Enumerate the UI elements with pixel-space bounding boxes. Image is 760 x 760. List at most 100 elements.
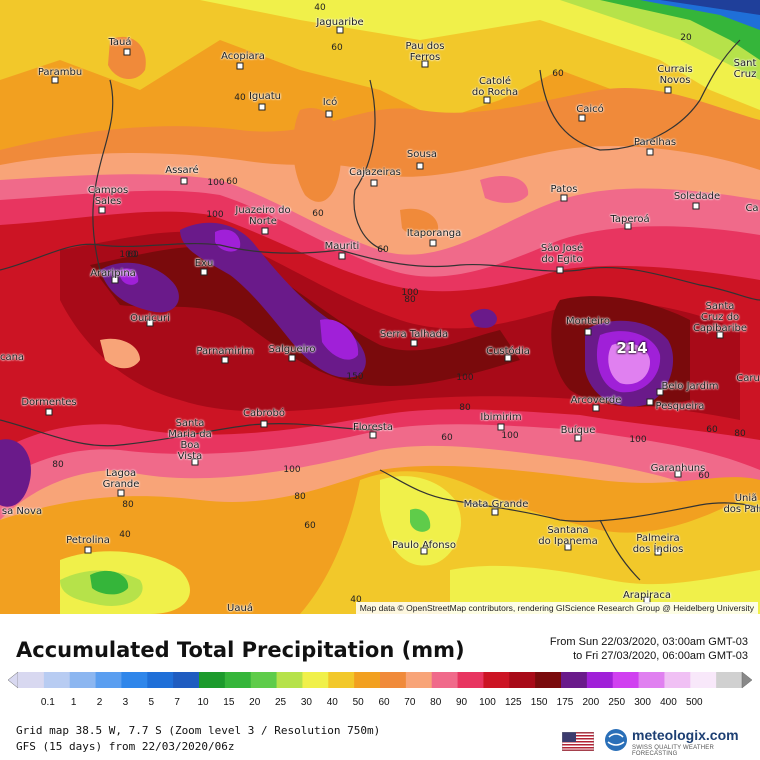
city-label: Monteiro	[566, 316, 610, 327]
precipitation-map[interactable]: Tauá Parambu Acopiara Jaguaribe Pau dos F…	[0, 0, 760, 614]
city-marker	[123, 48, 131, 56]
city-label: Belo Jardim	[661, 381, 719, 392]
city-label: Mauriti	[324, 241, 360, 252]
city-marker	[410, 339, 418, 347]
model-info: GFS (15 days) from 22/03/2020/06z	[16, 740, 235, 753]
contour-label: 20	[680, 33, 692, 43]
city-label: Soledade	[673, 191, 721, 202]
brand-name: meteologix.com	[632, 727, 739, 743]
us-flag-icon[interactable]	[562, 732, 594, 751]
city-marker	[497, 423, 505, 431]
legend-swatch	[276, 672, 303, 688]
legend-value: 70	[404, 697, 416, 708]
legend-swatch	[147, 672, 174, 688]
legend-swatch	[328, 672, 355, 688]
color-legend	[7, 671, 753, 689]
legend-value: 50	[352, 697, 364, 708]
contour-label: 60	[304, 521, 316, 531]
chart-title: Accumulated Total Precipitation (mm)	[16, 638, 465, 662]
legend-value: 200	[582, 697, 600, 708]
legend-swatch	[431, 672, 459, 688]
city-marker	[261, 227, 269, 235]
city-label: Sousa	[406, 149, 438, 160]
legend-swatch	[199, 672, 226, 688]
city-marker	[117, 489, 125, 497]
city-label: Currais Novos	[657, 64, 693, 86]
legend-value: 150	[530, 697, 548, 708]
legend-value: 80	[430, 697, 442, 708]
city-label: Parnamirim	[196, 346, 254, 357]
city-label: Santa Cruz do Capibaribe	[692, 301, 748, 334]
city-label: Serra Talhada	[379, 329, 449, 340]
contour-label: 40	[314, 3, 326, 13]
city-marker	[646, 398, 654, 406]
contour-label: 80	[294, 492, 306, 502]
period-from: From Sun 22/03/2020, 03:00am GMT-03	[549, 636, 748, 648]
city-label: Juazeiro do Norte	[235, 205, 291, 227]
city-label: Mata Grande	[463, 499, 529, 510]
city-marker	[260, 420, 268, 428]
contour-label: 60	[226, 177, 238, 187]
legend-value: 300	[634, 697, 651, 708]
city-label: Santa Maria da Boa Vista	[168, 418, 212, 462]
contour-label: 100	[283, 465, 301, 475]
city-marker	[624, 222, 632, 230]
contour-label: 100	[207, 178, 225, 188]
city-marker	[338, 252, 346, 260]
legend-value: 5	[148, 697, 155, 708]
city-marker	[664, 86, 672, 94]
city-marker	[336, 26, 344, 34]
legend-swatch	[483, 672, 510, 688]
legend-value: 400	[660, 697, 677, 708]
city-label: Patos	[550, 184, 578, 195]
legend-swatch	[561, 672, 588, 688]
city-label: cana	[0, 352, 25, 363]
city-marker	[429, 239, 437, 247]
city-label: Ouricuri	[130, 313, 170, 324]
legend-arrow-left	[7, 671, 19, 689]
city-label: Taperoá	[610, 214, 650, 225]
legend-swatch	[586, 672, 614, 688]
legend-value: 15	[223, 697, 235, 708]
city-marker	[654, 548, 662, 556]
city-marker	[564, 543, 572, 551]
city-label: Cabrobó	[243, 408, 285, 419]
precipitation-field	[0, 0, 760, 614]
legend-swatch	[43, 672, 71, 688]
legend-value: 500	[685, 697, 703, 708]
city-marker	[258, 103, 266, 111]
map-attribution[interactable]: Map data © OpenStreetMap contributors, r…	[355, 602, 758, 614]
contour-label: 40	[234, 93, 246, 103]
legend-value: 175	[556, 697, 574, 708]
city-label: Custódia	[486, 346, 530, 357]
city-label: Arapiraca	[622, 590, 672, 601]
city-marker	[483, 96, 491, 104]
city-label: Buíque	[560, 425, 596, 436]
legend-value: 10	[197, 697, 209, 708]
legend-value: 20	[249, 697, 261, 708]
contour-label: 60	[552, 69, 564, 79]
legend-swatch	[354, 672, 381, 688]
city-label: Sant Cruz	[733, 58, 757, 80]
legend-swatch	[716, 672, 743, 688]
city-label: Icó	[322, 97, 338, 108]
city-marker	[288, 354, 296, 362]
city-label: Dormentes	[21, 397, 77, 408]
city-label: Araripina	[90, 268, 136, 279]
contour-label: 100	[501, 431, 519, 441]
city-marker	[369, 431, 377, 439]
city-marker	[98, 206, 106, 214]
legend-value: 25	[275, 697, 287, 708]
city-marker	[420, 547, 428, 555]
city-marker	[370, 179, 378, 187]
grid-info: Grid map 38.5 W, 7.7 S (Zoom level 3 / R…	[16, 724, 381, 737]
city-marker	[191, 458, 199, 466]
city-label: Assaré	[165, 165, 199, 176]
city-marker	[584, 328, 592, 336]
city-marker	[221, 356, 229, 364]
contour-label: 80	[52, 460, 64, 470]
meteologix-logo[interactable]: meteologix.com SWISS QUALITY WEATHER FOR…	[604, 727, 754, 757]
legend-swatch	[95, 672, 122, 688]
city-label: Exu	[194, 258, 214, 269]
city-marker	[592, 404, 600, 412]
